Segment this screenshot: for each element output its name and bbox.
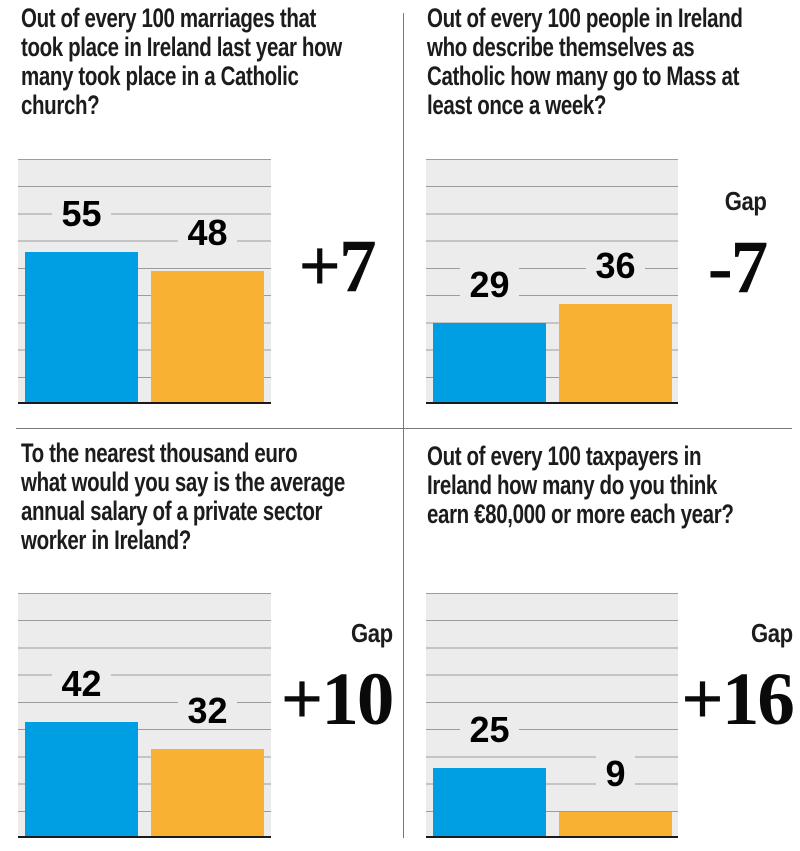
gap-label: Gap: [751, 618, 793, 648]
bar-value-label: 36: [559, 248, 672, 284]
question-text: Out of every 100 marriages that took pla…: [21, 3, 342, 120]
bar-chart-plot: 29 36: [426, 159, 678, 404]
question-text: To the nearest thousand euro what would …: [21, 438, 345, 555]
bar-orange: [559, 811, 672, 836]
question-text: Out of every 100 taxpayers in Ireland ho…: [427, 441, 734, 529]
gap-label: Gap: [724, 186, 767, 216]
bar-blue: [25, 721, 138, 836]
gap-column: Gap -7: [677, 188, 797, 305]
bar-value-label: 55: [25, 196, 138, 233]
gap-value: +10: [280, 658, 395, 741]
panel-private-sector-salary: To the nearest thousand euro what would …: [0, 428, 403, 851]
bar-value-label: 25: [433, 711, 546, 748]
bar-chart-plot: 42 32: [18, 593, 271, 838]
panel-high-earners: Out of every 100 taxpayers in Ireland ho…: [403, 428, 800, 851]
bar-orange: [559, 304, 672, 402]
bar-value-label: 9: [559, 755, 672, 792]
bar-value-label: 42: [25, 665, 138, 702]
vertical-divider: [403, 13, 404, 838]
bar-value-label: 29: [433, 267, 546, 304]
bar-orange: [151, 271, 264, 402]
panel-mass-attendance: Out of every 100 people in Ireland who d…: [403, 0, 800, 428]
gap-value: +7: [298, 225, 376, 308]
bar-blue: [433, 323, 546, 402]
bar-chart-plot: 25 9: [426, 593, 678, 838]
gap-value: -7: [707, 226, 769, 309]
gap-column: +7: [270, 229, 403, 304]
bar-blue: [433, 767, 546, 836]
gap-column: Gap +10: [270, 620, 403, 737]
bar-value-label: 32: [151, 692, 264, 729]
bar-value-label: 48: [151, 215, 264, 252]
question-text: Out of every 100 people in Ireland who d…: [427, 3, 743, 120]
gap-column: Gap +16: [677, 620, 797, 737]
gap-value: +16: [681, 658, 795, 741]
gap-label: Gap: [350, 618, 393, 648]
bar-blue: [25, 252, 138, 402]
horizontal-divider: [16, 428, 792, 429]
bar-orange: [151, 748, 264, 836]
panel-catholic-marriages: Out of every 100 marriages that took pla…: [0, 0, 403, 428]
bar-chart-plot: 55 48: [18, 159, 271, 404]
